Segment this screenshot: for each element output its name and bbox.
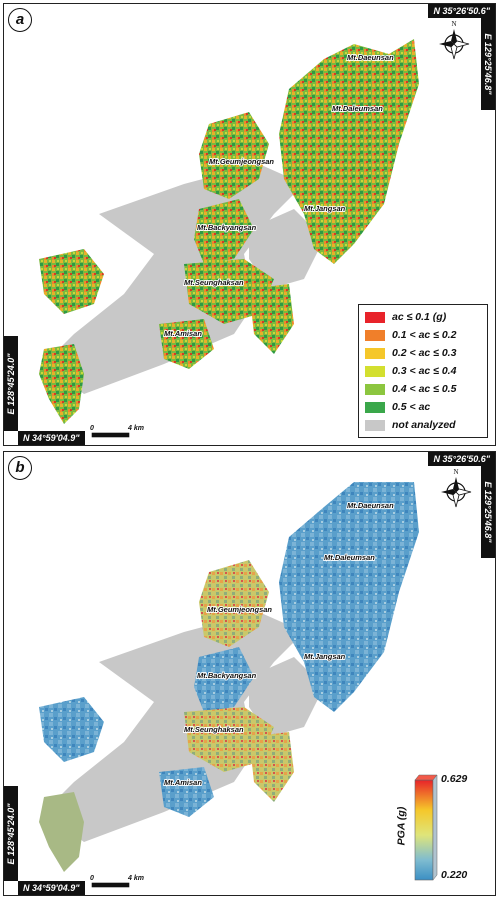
coord-right-label: E 129°25'46.8" bbox=[483, 33, 493, 95]
colorbar bbox=[414, 774, 438, 881]
mountain-label: Mt.Daeunsan bbox=[347, 501, 394, 510]
legend-label: 0.1 < ac ≤ 0.2 bbox=[392, 329, 457, 341]
mountain-label: Mt.Geumjeongsan bbox=[209, 157, 274, 166]
mountain-label: Mt.Geumjeongsan bbox=[207, 605, 272, 614]
legend-item: 0.1 < ac ≤ 0.2 bbox=[365, 326, 481, 344]
terrain-area bbox=[39, 697, 104, 762]
coord-left-box: E 128°45'24.0" bbox=[4, 336, 18, 431]
scale-bar: 0 4 km bbox=[90, 425, 144, 438]
mountain-label: Mt.Daleumsan bbox=[324, 553, 375, 562]
legend-label: 0.5 < ac bbox=[392, 401, 431, 413]
coord-top-label: N 35°26'50.6" bbox=[428, 4, 495, 18]
legend-label: 0.4 < ac ≤ 0.5 bbox=[392, 383, 457, 395]
mountain-label: Mt.Daleumsan bbox=[332, 104, 383, 113]
colorbar-title: PGA (g) bbox=[395, 806, 408, 846]
legend-label: 0.2 < ac ≤ 0.3 bbox=[392, 347, 457, 359]
terrain-area bbox=[39, 792, 84, 872]
mountain-label: Mt.Seunghaksan bbox=[184, 278, 244, 287]
coord-right-label: E 129°25'46.8" bbox=[483, 481, 493, 543]
scale-end-label: 4 km bbox=[127, 875, 144, 882]
mountain-label: Mt.Jangsan bbox=[304, 204, 346, 213]
terrain-area bbox=[194, 647, 254, 712]
coord-right-box: E 129°25'46.8" bbox=[481, 466, 495, 558]
legend: ac ≤ 0.1 (g) 0.1 < ac ≤ 0.2 0.2 < ac ≤ 0… bbox=[358, 304, 488, 438]
legend-label: not analyzed bbox=[392, 419, 456, 431]
not-analyzed-area bbox=[249, 657, 324, 737]
legend-swatch bbox=[365, 365, 385, 377]
terrain-area bbox=[39, 249, 104, 314]
mountain-label: Mt.Amisan bbox=[164, 778, 202, 787]
coord-left-box: E 128°45'24.0" bbox=[4, 786, 18, 881]
coord-left-label: E 128°45'24.0" bbox=[6, 352, 16, 415]
legend-swatch bbox=[365, 329, 385, 341]
coord-bottom-label: N 34°59'04.9" bbox=[18, 431, 85, 445]
mountain-label: Mt.Jangsan bbox=[304, 652, 346, 661]
legend-item: ac ≤ 0.1 (g) bbox=[365, 308, 481, 326]
scale-start-label: 0 bbox=[90, 425, 94, 432]
mountain-label: Mt.Amisan bbox=[164, 329, 202, 338]
terrain-area bbox=[199, 112, 269, 199]
terrain-area bbox=[199, 560, 269, 647]
legend-swatch bbox=[365, 401, 385, 413]
landslide-susceptibility-map: Mt.Daeunsan Mt.Daleumsan Mt.Geumjeongsan… bbox=[39, 20, 470, 438]
terrain-area bbox=[279, 39, 419, 264]
legend-swatch bbox=[365, 419, 385, 431]
compass-north-label: N bbox=[451, 20, 456, 28]
terrain-area bbox=[279, 482, 419, 712]
mountain-label: Mt.Backyangsan bbox=[197, 671, 257, 680]
coord-left-label: E 128°45'24.0" bbox=[6, 802, 16, 865]
not-analyzed-area bbox=[249, 209, 324, 289]
panel-label: a bbox=[8, 8, 32, 32]
legend-label: ac ≤ 0.1 (g) bbox=[392, 311, 447, 323]
legend-item: 0.4 < ac ≤ 0.5 bbox=[365, 380, 481, 398]
coord-right-box: E 129°25'46.8" bbox=[481, 18, 495, 110]
mountain-label: Mt.Backyangsan bbox=[197, 223, 257, 232]
panel-label: b bbox=[8, 456, 32, 480]
colorbar-min-label: 0.220 bbox=[441, 869, 468, 881]
legend-swatch bbox=[365, 383, 385, 395]
map-panel-b: b N 35°26'50.6" E 129°25'46.8" E 128°45'… bbox=[3, 451, 496, 896]
terrain-area bbox=[159, 767, 214, 817]
mountain-label: Mt.Daeunsan bbox=[347, 53, 394, 62]
terrain-area bbox=[159, 319, 214, 369]
pga-map: Mt.Daeunsan Mt.Daleumsan Mt.Geumjeongsan… bbox=[39, 468, 472, 888]
terrain-area bbox=[249, 284, 294, 354]
terrain-area bbox=[39, 344, 84, 424]
legend-swatch bbox=[365, 347, 385, 359]
legend-item: not analyzed bbox=[365, 416, 481, 434]
legend-item: 0.3 < ac ≤ 0.4 bbox=[365, 362, 481, 380]
compass-icon: N bbox=[441, 468, 472, 508]
terrain-area bbox=[249, 732, 294, 802]
legend-item: 0.5 < ac bbox=[365, 398, 481, 416]
legend-label: 0.3 < ac ≤ 0.4 bbox=[392, 365, 457, 377]
terrain-area bbox=[194, 199, 254, 264]
compass-north-label: N bbox=[453, 468, 458, 476]
scale-start-label: 0 bbox=[90, 875, 94, 882]
legend-swatch bbox=[365, 311, 385, 323]
scale-bar: 0 4 km bbox=[90, 875, 144, 888]
mountain-label: Mt.Seunghaksan bbox=[184, 725, 244, 734]
coord-bottom-label: N 34°59'04.9" bbox=[18, 881, 85, 895]
colorbar-max-label: 0.629 bbox=[441, 773, 468, 785]
scale-end-label: 4 km bbox=[127, 425, 144, 432]
compass-icon: N bbox=[439, 20, 470, 60]
coord-top-label: N 35°26'50.6" bbox=[428, 452, 495, 466]
map-panel-a: a N 35°26'50.6" E 129°25'46.8" E 128°45'… bbox=[3, 3, 496, 446]
legend-item: 0.2 < ac ≤ 0.3 bbox=[365, 344, 481, 362]
